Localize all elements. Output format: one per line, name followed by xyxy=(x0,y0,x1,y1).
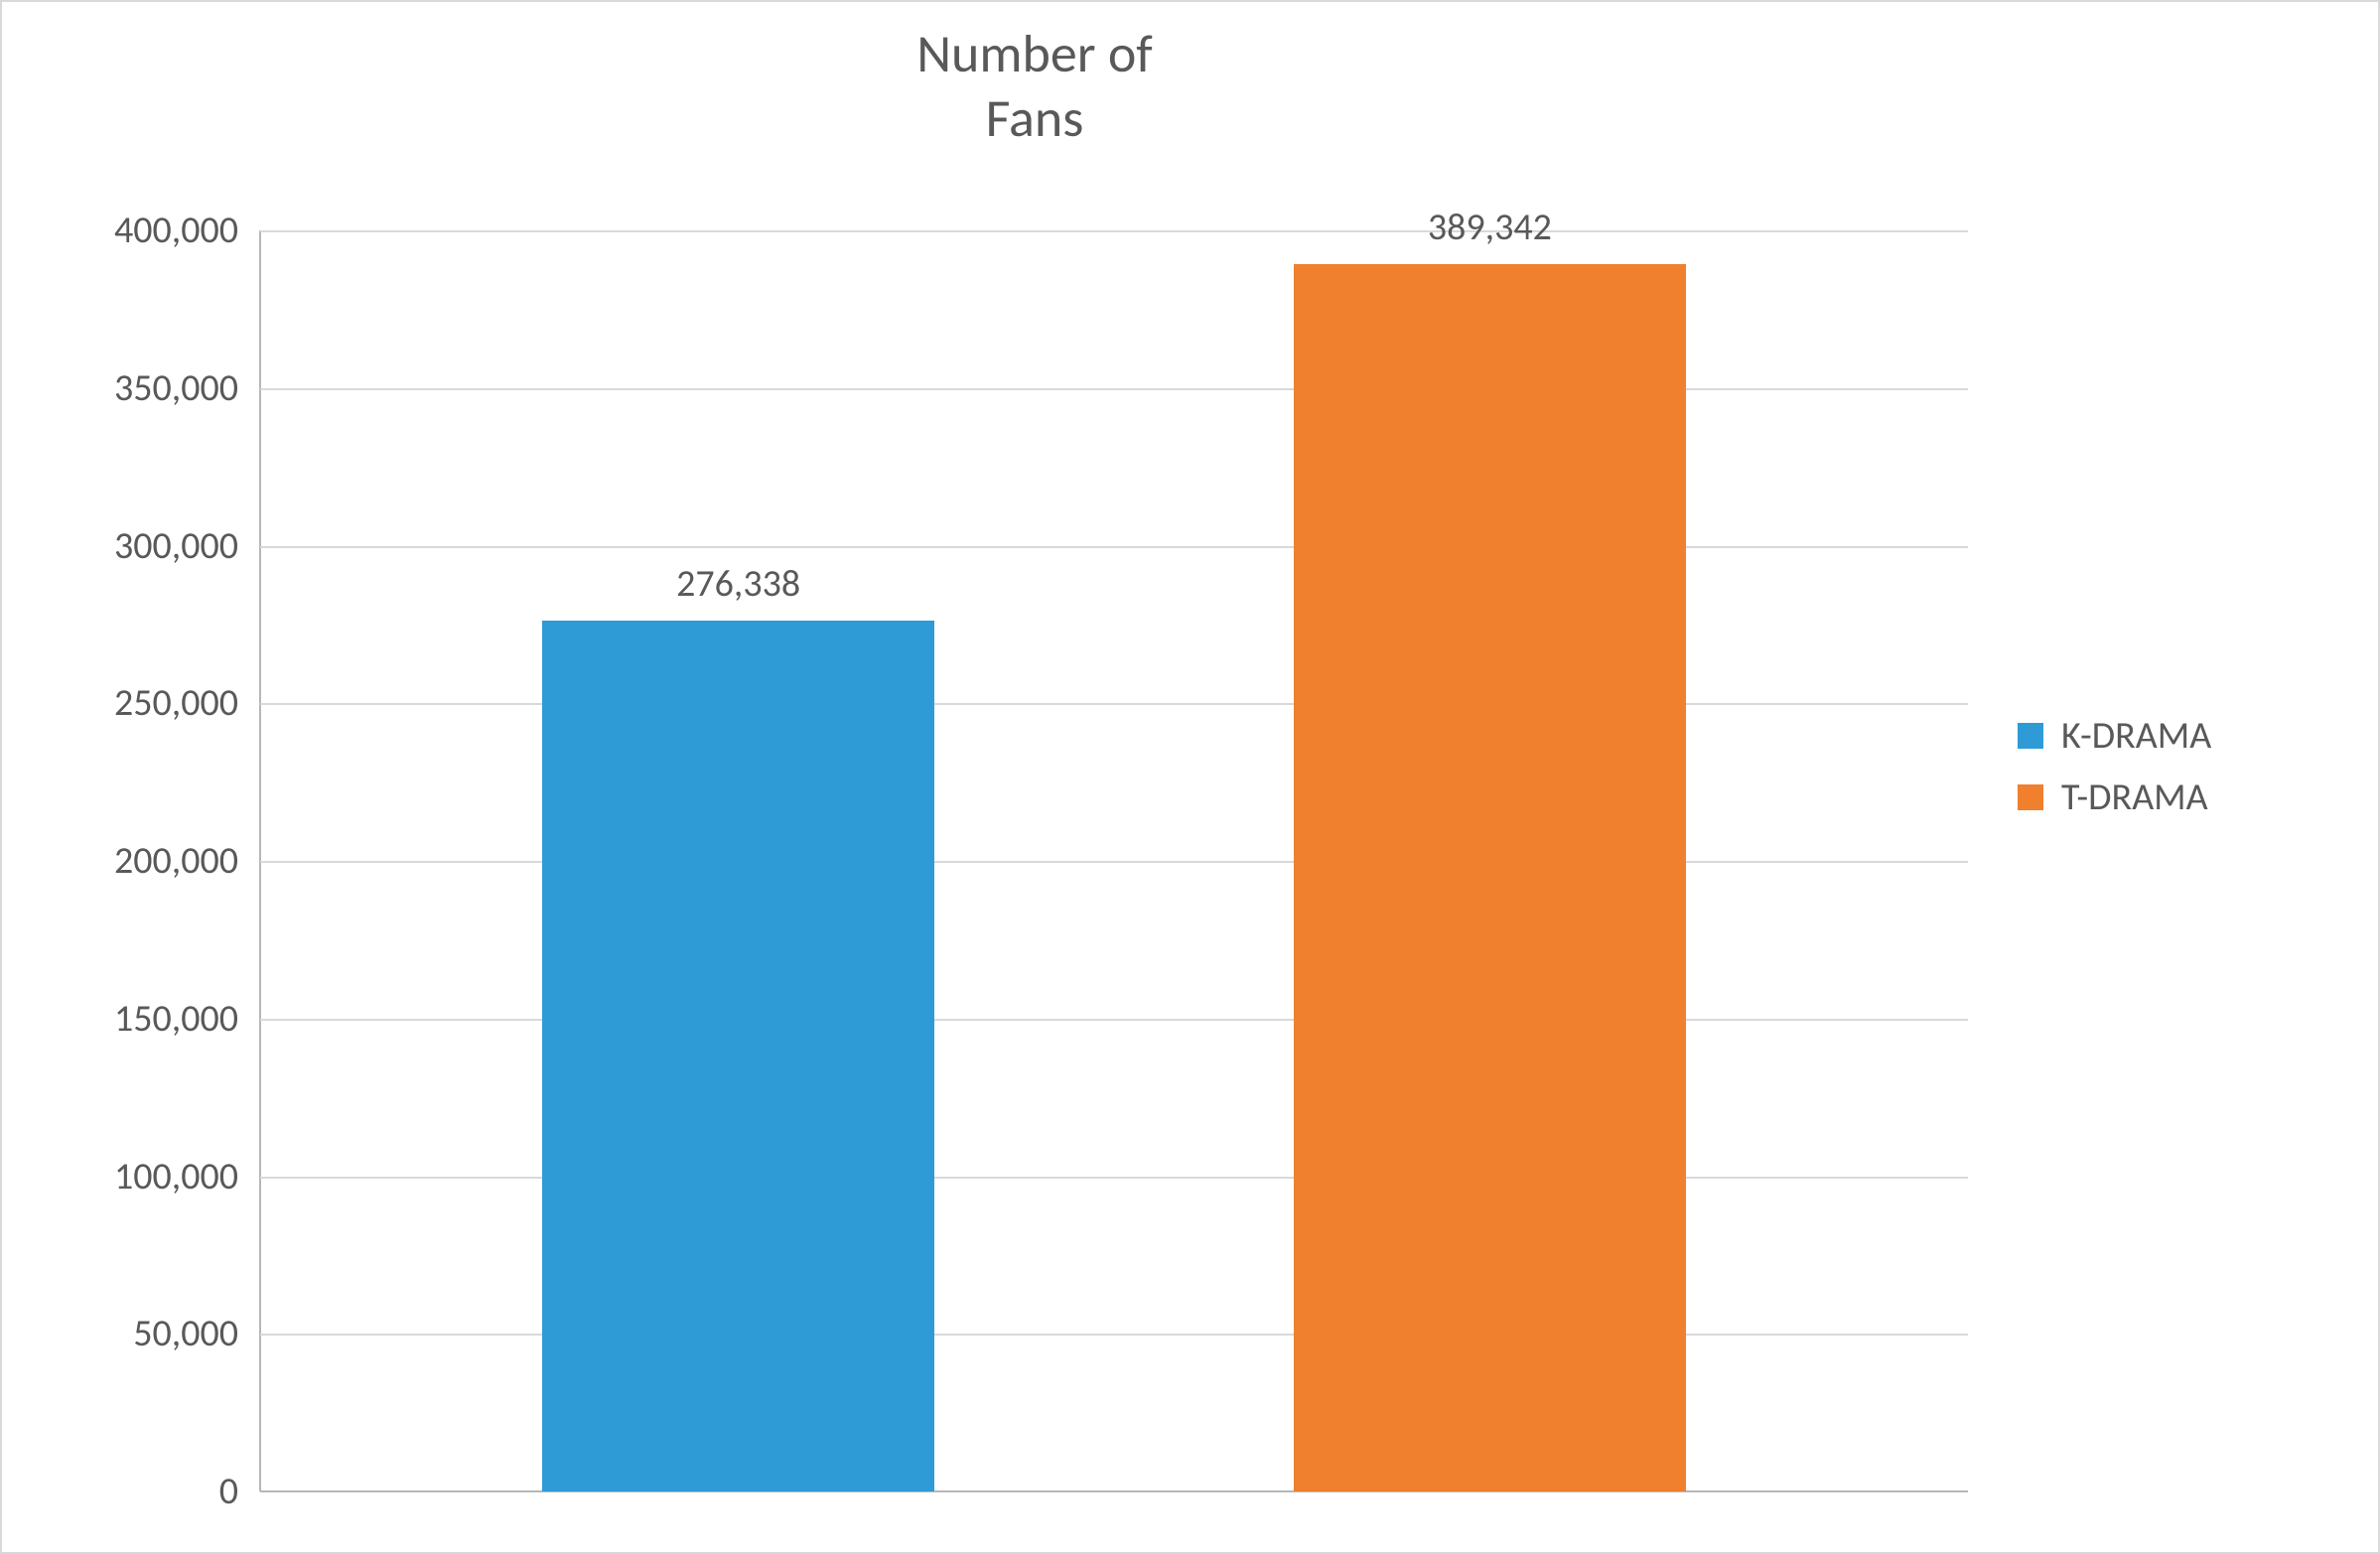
gridline xyxy=(260,1177,1968,1179)
chart-title-line-1: Number of xyxy=(2,22,2067,86)
bar-t-drama: 389,342 xyxy=(1294,264,1687,1491)
y-tick-label: 250,000 xyxy=(114,680,238,726)
legend-item: K-DRAMA xyxy=(2018,713,2211,759)
y-tick-label: 0 xyxy=(219,1469,238,1514)
y-tick-label: 50,000 xyxy=(133,1311,238,1356)
legend-label: T-DRAMA xyxy=(2061,775,2208,820)
y-tick-label: 350,000 xyxy=(114,365,238,411)
legend: K-DRAMA T-DRAMA xyxy=(2018,697,2211,836)
y-tick-label: 200,000 xyxy=(114,838,238,884)
y-tick-label: 400,000 xyxy=(114,208,238,253)
legend-item: T-DRAMA xyxy=(2018,775,2211,820)
data-label: 389,342 xyxy=(1428,205,1552,250)
legend-swatch xyxy=(2018,784,2043,810)
data-label: 276,338 xyxy=(676,561,800,607)
chart-container: Number of Fans 050,000100,000150,000200,… xyxy=(0,0,2380,1554)
gridline xyxy=(260,1019,1968,1021)
y-tick-label: 100,000 xyxy=(114,1154,238,1200)
gridline xyxy=(260,1334,1968,1336)
legend-label: K-DRAMA xyxy=(2061,713,2211,759)
y-tick-label: 300,000 xyxy=(114,523,238,569)
bar-k-drama: 276,338 xyxy=(542,621,935,1491)
gridline xyxy=(260,230,1968,232)
gridline xyxy=(260,703,1968,705)
legend-swatch xyxy=(2018,723,2043,749)
y-tick-label: 150,000 xyxy=(114,996,238,1042)
chart-title-line-2: Fans xyxy=(2,86,2067,151)
gridline xyxy=(260,388,1968,390)
chart-title: Number of Fans xyxy=(2,22,2067,151)
gridline xyxy=(260,546,1968,548)
x-axis-line xyxy=(260,1490,1968,1492)
gridline xyxy=(260,861,1968,863)
plot-area: 050,000100,000150,000200,000250,000300,0… xyxy=(260,230,1968,1491)
